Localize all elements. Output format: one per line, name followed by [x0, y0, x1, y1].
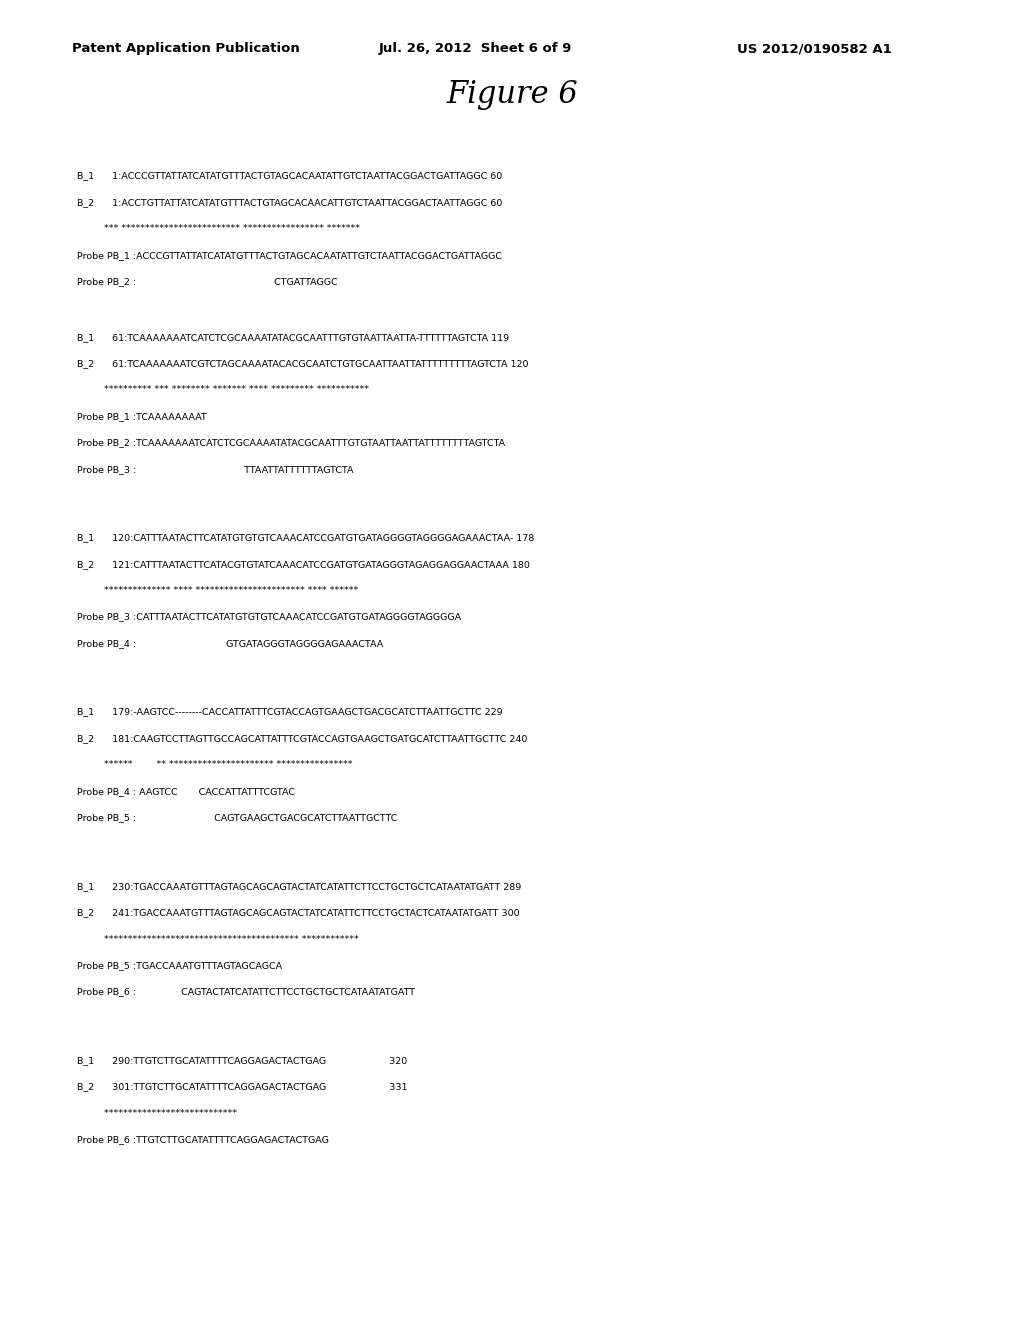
Text: Probe PB_4 :                              GTGATAGGGTAGGGGAGAAACTAA: Probe PB_4 : GTGATAGGGTAGGGGAGAAACTAA: [77, 639, 383, 648]
Text: Probe PB_2 :TCAAAAAAATCATCTCGCAAAATATACGCAATTTGTGTAATTAATTATTTTTTTTAGTCTA: Probe PB_2 :TCAAAAAAATCATCTCGCAAAATATACG…: [77, 438, 505, 447]
Text: *** ************************* ***************** *******: *** ************************* **********…: [77, 224, 359, 234]
Text: B_1      61:TCAAAAAAATCATCTCGCAAAATATACGCAATTTGTGTAATTAATTA-TTTTTTAGTCTA 119: B_1 61:TCAAAAAAATCATCTCGCAAAATATACGCAATT…: [77, 333, 509, 342]
Text: B_2      301:TTGTCTTGCATATTTTCAGGAGACTACTGAG                     331: B_2 301:TTGTCTTGCATATTTTCAGGAGACTACTGAG …: [77, 1082, 408, 1092]
Text: ********** *** ******** ******* **** ********* ***********: ********** *** ******** ******* **** ***…: [77, 385, 369, 395]
Text: US 2012/0190582 A1: US 2012/0190582 A1: [737, 42, 892, 55]
Text: Probe PB_5 :TGACCAAATGTTTAGTAGCAGCA: Probe PB_5 :TGACCAAATGTTTAGTAGCAGCA: [77, 961, 282, 970]
Text: Probe PB_6 :TTGTCTTGCATATTTTCAGGAGACTACTGAG: Probe PB_6 :TTGTCTTGCATATTTTCAGGAGACTACT…: [77, 1135, 329, 1144]
Text: ***************************************** ************: ****************************************…: [77, 935, 358, 944]
Text: B_2      1:ACCTGTTATTATCATATGTTTACTGTAGCACAACATTGTCTAATTACGGACTAATTAGGC 60: B_2 1:ACCTGTTATTATCATATGTTTACTGTAGCACAAC…: [77, 198, 502, 207]
Text: ************** **** *********************** **** ******: ************** **** ********************…: [77, 586, 358, 595]
Text: Probe PB_6 :               CAGTACTATCATATTCTTCCTGCTGCTCATAATATGATT: Probe PB_6 : CAGTACTATCATATTCTTCCTGCTGCT…: [77, 987, 415, 997]
Text: B_2      241:TGACCAAATGTTTAGTAGCAGCAGTACTATCATATTCTTCCTGCTACTCATAATATGATT 300: B_2 241:TGACCAAATGTTTAGTAGCAGCAGTACTATCA…: [77, 908, 519, 917]
Text: B_2      121:CATTTAATACTTCATACGTGTATCAAACATCCGATGTGATAGGGTAGAGGAGGAACTAAA 180: B_2 121:CATTTAATACTTCATACGTGTATCAAACATCC…: [77, 560, 529, 569]
Text: Patent Application Publication: Patent Application Publication: [72, 42, 299, 55]
Text: Jul. 26, 2012  Sheet 6 of 9: Jul. 26, 2012 Sheet 6 of 9: [379, 42, 572, 55]
Text: Probe PB_1 :ACCCGTTATTATCATATGTTTACTGTAGCACAATATTGTCTAATTACGGACTGATTAGGC: Probe PB_1 :ACCCGTTATTATCATATGTTTACTGTAG…: [77, 251, 502, 260]
Text: Probe PB_5 :                          CAGTGAAGCTGACGCATCTTAATTGCTTC: Probe PB_5 : CAGTGAAGCTGACGCATCTTAATTGCT…: [77, 813, 397, 822]
Text: Probe PB_4 : AAGTCC       CACCATTATTTCGTAC: Probe PB_4 : AAGTCC CACCATTATTTCGTAC: [77, 787, 295, 796]
Text: B_2      61:TCAAAAAAATCGTCTAGCAAAATACACGCAATCTGTGCAATTAATTATTTTTTTTTAGTCTA 120: B_2 61:TCAAAAAAATCGTCTAGCAAAATACACGCAATC…: [77, 359, 528, 368]
Text: ****************************: ****************************: [77, 1109, 237, 1118]
Text: Probe PB_1 :TCAAAAAAAAT: Probe PB_1 :TCAAAAAAAAT: [77, 412, 207, 421]
Text: B_1      179:-AAGTCC--------CACCATTATTTCGTACCAGTGAAGCTGACGCATCTTAATTGCTTC 229: B_1 179:-AAGTCC--------CACCATTATTTCGTACC…: [77, 708, 503, 717]
Text: Probe PB_3 :                                    TTAATTATTTTTTAGTCTA: Probe PB_3 : TTAATTATTTTTTAGTCTA: [77, 465, 353, 474]
Text: B_1      230:TGACCAAATGTTTAGTAGCAGCAGTACTATCATATTCTTCCTGCTGCTCATAATATGATT 289: B_1 230:TGACCAAATGTTTAGTAGCAGCAGTACTATCA…: [77, 882, 521, 891]
Text: Figure 6: Figure 6: [446, 79, 578, 110]
Text: Probe PB_2 :                                              CTGATTAGGC: Probe PB_2 : CTGATTAGGC: [77, 277, 338, 286]
Text: Probe PB_3 :CATTTAATACTTCATATGTGTGTCAAACATCCGATGTGATAGGGGTAGGGGA: Probe PB_3 :CATTTAATACTTCATATGTGTGTCAAAC…: [77, 612, 461, 622]
Text: B_1      1:ACCCGTTATTATCATATGTTTACTGTAGCACAATATTGTCTAATTACGGACTGATTAGGC 60: B_1 1:ACCCGTTATTATCATATGTTTACTGTAGCACAAT…: [77, 172, 502, 181]
Text: B_1      290:TTGTCTTGCATATTTTCAGGAGACTACTGAG                     320: B_1 290:TTGTCTTGCATATTTTCAGGAGACTACTGAG …: [77, 1056, 408, 1065]
Text: B_2      181:CAAGTCCTTAGTTGCCAGCATTATTTCGTACCAGTGAAGCTGATGCATCTTAATTGCTTC 240: B_2 181:CAAGTCCTTAGTTGCCAGCATTATTTCGTACC…: [77, 734, 527, 743]
Text: B_1      120:CATTTAATACTTCATATGTGTGTCAAACATCCGATGTGATAGGGGTAGGGGAGAAACTAA- 178: B_1 120:CATTTAATACTTCATATGTGTGTCAAACATCC…: [77, 533, 535, 543]
Text: ******        ** ********************** ****************: ****** ** ********************** *******…: [77, 760, 352, 770]
